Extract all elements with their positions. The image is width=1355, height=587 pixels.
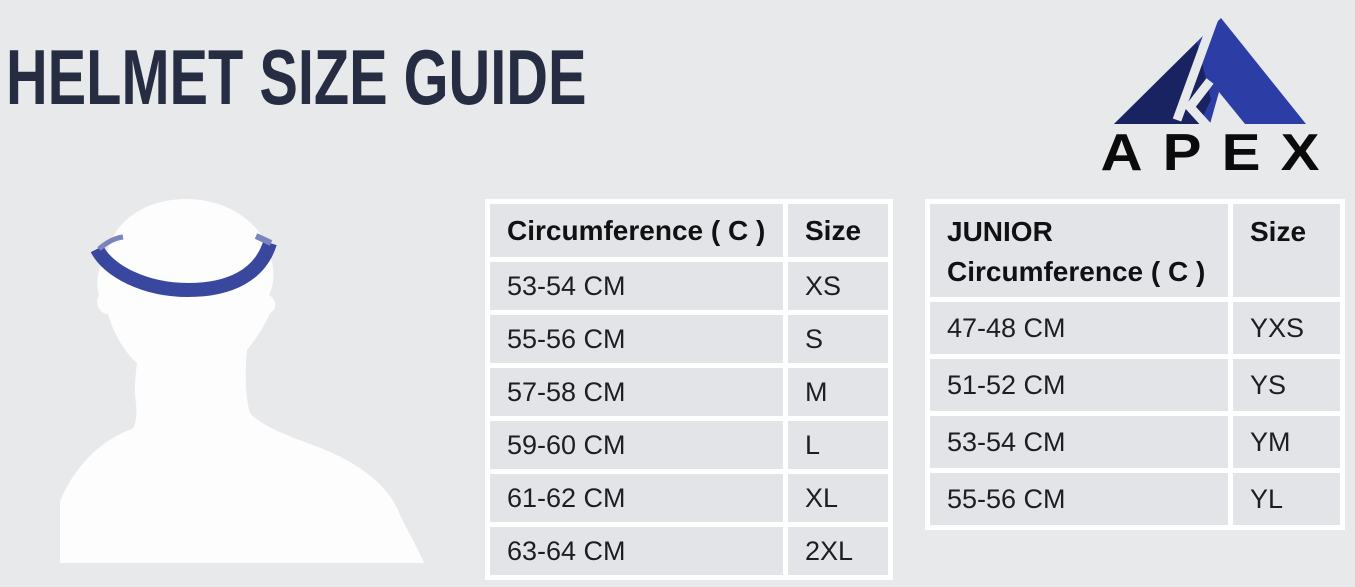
junior-header-row: JUNIOR Circumference ( C ) Size [930,204,1340,297]
size-row: 63-64 CM 2XL [490,527,888,575]
brand-logo: APEX [1088,8,1332,179]
size-cell: YS [1233,359,1340,411]
size-cell: L [788,421,888,469]
size-cell: YL [1233,473,1340,525]
size-row: 57-58 CM M [490,368,888,416]
junior-circumference-header: JUNIOR Circumference ( C ) [930,204,1228,297]
circumference-cell: 61-62 CM [490,474,783,522]
circumference-cell: 53-54 CM [930,416,1228,468]
circumference-cell: 57-58 CM [490,368,783,416]
adult-header-row: Circumference ( C ) Size [490,204,888,257]
page-title: HELMET SIZE GUIDE [6,33,587,121]
brand-name: APEX [1100,124,1340,182]
circumference-cell: 47-48 CM [930,302,1228,354]
circumference-cell: 55-56 CM [930,473,1228,525]
head-silhouette-shape [60,199,424,563]
size-row: 51-52 CM YS [930,359,1340,411]
size-row: 55-56 CM S [490,315,888,363]
measuring-band-right-fold [254,233,273,246]
size-row: 59-60 CM L [490,421,888,469]
apex-mountain-icon [1114,11,1306,127]
junior-header-line1: JUNIOR [947,216,1053,247]
size-cell: YXS [1233,302,1340,354]
size-cell: M [788,368,888,416]
head-silhouette [60,199,424,563]
size-row: 47-48 CM YXS [930,302,1340,354]
size-cell: XL [788,474,888,522]
circumference-cell: 55-56 CM [490,315,783,363]
circumference-cell: 63-64 CM [490,527,783,575]
adult-circumference-header: Circumference ( C ) [490,204,783,257]
size-row: 61-62 CM XL [490,474,888,522]
junior-header-line2: Circumference ( C ) [947,256,1206,287]
circumference-cell: 59-60 CM [490,421,783,469]
circumference-cell: 53-54 CM [490,262,783,310]
size-row: 53-54 CM XS [490,262,888,310]
size-row: 53-54 CM YM [930,416,1340,468]
junior-size-table: JUNIOR Circumference ( C ) Size 47-48 CM… [925,199,1345,530]
measuring-band-left-fold [97,234,124,251]
size-cell: YM [1233,416,1340,468]
size-row: 55-56 CM YL [930,473,1340,525]
measuring-band [90,240,277,298]
size-cell: S [788,315,888,363]
adult-size-header: Size [788,204,888,257]
adult-size-table: Circumference ( C ) Size 53-54 CM XS 55-56… [485,199,893,580]
size-cell: 2XL [788,527,888,575]
circumference-cell: 51-52 CM [930,359,1228,411]
junior-size-header: Size [1233,204,1340,297]
size-cell: XS [788,262,888,310]
